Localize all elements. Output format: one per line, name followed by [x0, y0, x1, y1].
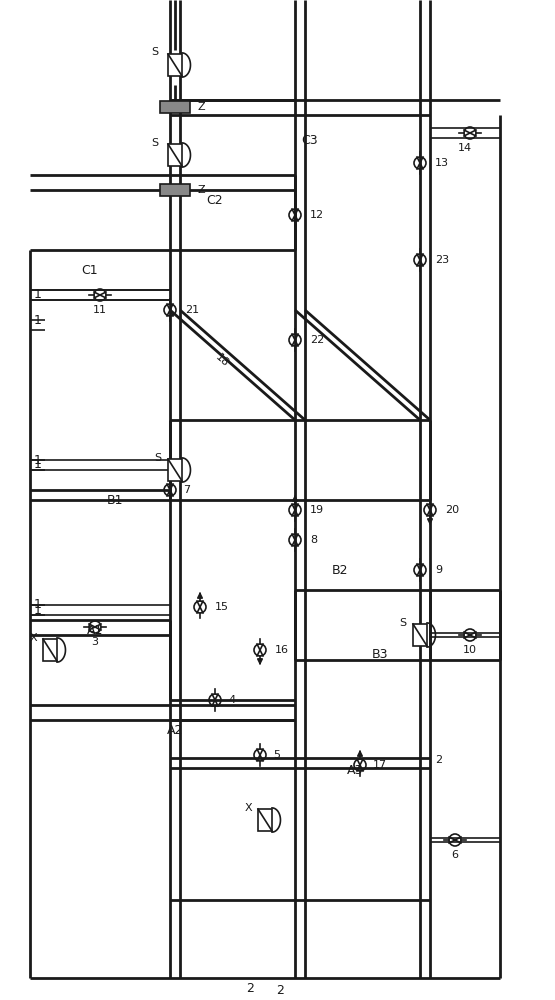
- Text: 1: 1: [34, 454, 42, 466]
- Text: 3: 3: [92, 637, 98, 647]
- Text: B2: B2: [332, 564, 348, 576]
- Text: S: S: [154, 453, 162, 463]
- Text: A3: A3: [347, 764, 363, 776]
- Text: 2: 2: [435, 755, 442, 765]
- Text: X: X: [29, 633, 37, 643]
- Text: 17: 17: [373, 760, 387, 770]
- Text: Z: Z: [197, 102, 205, 112]
- Bar: [168, 144, 182, 166]
- Text: C2: C2: [206, 194, 223, 207]
- Text: 6: 6: [452, 850, 458, 860]
- Bar: [160, 184, 190, 196]
- Text: 2: 2: [246, 982, 254, 994]
- Text: 18: 18: [214, 352, 230, 368]
- Text: 8: 8: [310, 535, 317, 545]
- Bar: [43, 639, 57, 661]
- Text: 11: 11: [93, 305, 107, 315]
- Text: 13: 13: [435, 158, 449, 168]
- Text: 23: 23: [435, 255, 449, 265]
- Bar: [258, 809, 272, 831]
- Text: 1: 1: [34, 603, 42, 616]
- Text: A1: A1: [87, 624, 103, 637]
- Text: X: X: [244, 803, 252, 813]
- Text: S: S: [152, 47, 159, 57]
- Text: 1: 1: [34, 314, 42, 326]
- Bar: [168, 459, 182, 481]
- Text: 22: 22: [310, 335, 324, 345]
- Text: 2: 2: [276, 984, 284, 996]
- Text: 1: 1: [34, 288, 42, 302]
- Text: 19: 19: [310, 505, 324, 515]
- Bar: [413, 624, 427, 646]
- Text: 9: 9: [435, 565, 442, 575]
- Text: 4: 4: [228, 695, 235, 705]
- Text: 16: 16: [275, 645, 289, 655]
- Text: B1: B1: [107, 493, 123, 506]
- Text: S: S: [152, 138, 159, 148]
- Text: 20: 20: [445, 505, 459, 515]
- Text: 12: 12: [310, 210, 324, 220]
- Bar: [160, 101, 190, 113]
- Text: 1: 1: [34, 598, 42, 611]
- Text: 7: 7: [183, 485, 190, 495]
- Text: S: S: [400, 618, 407, 628]
- Text: Z: Z: [197, 185, 205, 195]
- Text: 15: 15: [215, 602, 229, 612]
- Text: 1: 1: [34, 458, 42, 472]
- Text: 5: 5: [273, 750, 280, 760]
- Text: C1: C1: [82, 263, 98, 276]
- Text: 14: 14: [458, 143, 472, 153]
- Text: A2: A2: [167, 724, 183, 736]
- Text: 10: 10: [463, 645, 477, 655]
- Text: B3: B3: [372, 648, 388, 662]
- Bar: [168, 54, 182, 76]
- Text: 21: 21: [185, 305, 199, 315]
- Text: C3: C3: [302, 133, 319, 146]
